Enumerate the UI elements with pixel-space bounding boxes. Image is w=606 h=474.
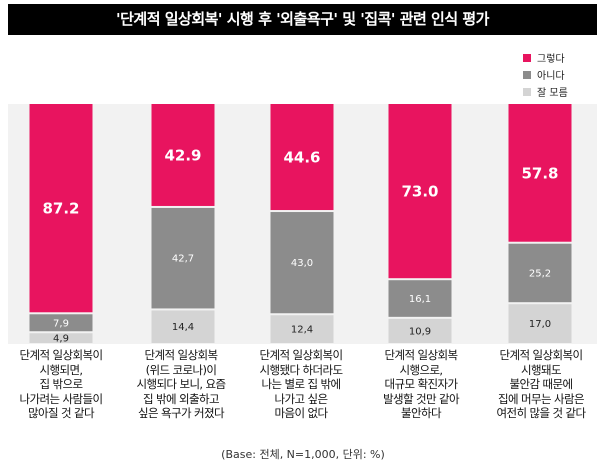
legend-swatch-yes [523,53,531,62]
value-label-unknown-4: 10,9 [409,326,431,337]
legend-swatch-no [523,70,531,79]
value-label-yes-1: 87.2 [42,200,79,218]
bar-segment-no-3 [270,212,334,314]
bar-segment-yes-3 [270,104,334,211]
bar-segment-unknown-4 [388,318,452,343]
value-label-unknown-1: 4,9 [53,334,69,345]
value-label-yes-2: 42.9 [164,146,201,164]
bar-segment-yes-1 [29,104,93,313]
bar-segment-unknown-3 [270,315,334,343]
legend-swatch-unknown [523,87,531,96]
value-label-no-3: 43,0 [291,258,313,269]
bar-segment-yes-2 [151,104,215,206]
value-label-yes-5: 57.8 [521,164,558,182]
value-label-unknown-5: 17,0 [529,319,551,330]
bar-segment-no-5 [508,243,572,303]
bar-segment-yes-4 [388,104,452,279]
bar-segment-unknown-5 [508,304,572,343]
category-label-1: 단계적 일상회복이 시행되면, 집 밖으로 나가려는 사람들이 많아질 것 같다 [19,348,104,420]
bar-segment-no-4 [388,280,452,317]
bar-segment-no-1 [29,314,93,332]
bar-segment-unknown-1 [29,333,93,343]
bar-segment-yes-5 [508,104,572,242]
legend: 그렇다 아니다 잘 모름 [523,49,568,100]
legend-item-yes: 그렇다 [523,49,568,66]
category-label-3: 단계적 일상회복이 시행됐다 하더라도 나는 별로 집 밖에 나가고 싶은 마음… [259,348,344,420]
base-note: (Base: 전체, N=1,000, 단위: %) [221,448,385,461]
value-label-no-4: 16,1 [409,294,431,305]
value-label-no-5: 25,2 [529,268,551,279]
category-label-4: 단계적 일상회복 시행으로, 대규모 확진자가 발생할 것만 같아 불안하다 [383,348,460,420]
category-label-2: 단계적 일상회복 (위드 코로나)이 시행되다 보니, 요즘 집 밖에 외출하고… [136,348,226,420]
bar-segment-unknown-2 [151,310,215,343]
category-label-5: 단계적 일상회복이 시행돼도 불안감 때문에 집에 머무는 사람은 여전히 많을… [496,348,586,420]
bar-segment-no-2 [151,207,215,309]
value-label-yes-4: 73.0 [401,183,438,201]
legend-label-no: 아니다 [537,71,565,82]
value-label-no-2: 42,7 [172,254,194,265]
legend-label-unknown: 잘 모름 [537,88,568,99]
legend-label-yes: 그렇다 [537,54,565,65]
value-label-no-1: 7,9 [53,318,69,329]
chart-title: '단계적 일상회복' 시행 후 '외출욕구' 및 '집콕' 관련 인식 평가 [8,4,597,35]
value-label-unknown-3: 12,4 [291,325,313,336]
legend-item-no: 아니다 [523,66,568,83]
value-label-unknown-2: 14,4 [172,322,194,333]
legend-item-unknown: 잘 모름 [523,83,568,100]
value-label-yes-3: 44.6 [283,149,320,167]
